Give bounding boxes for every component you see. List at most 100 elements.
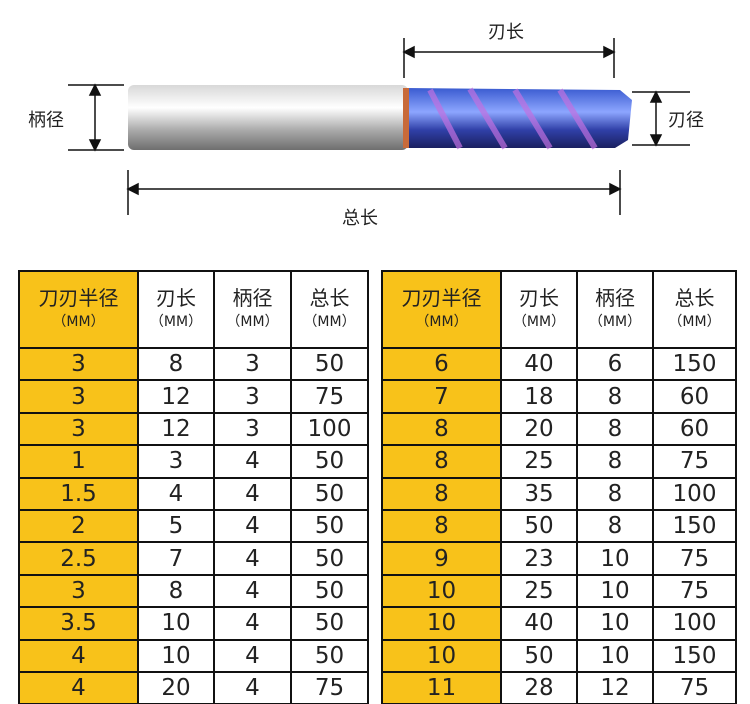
cell: 3 [18,346,139,382]
cell: 50 [290,573,369,609]
header-cell: 总长 （MM） [290,270,369,349]
cell: 1.5 [18,476,139,511]
cell: 8 [381,508,502,544]
cell: 7 [381,379,502,414]
cell: 20 [500,411,578,447]
cell: 10 [576,606,654,641]
data-row: 2.5 7 4 50 [18,541,369,576]
data-row: 3 12 3 75 [18,379,369,414]
header-cell: 刀刃半径 （MM） [381,270,502,349]
cell: 9 [381,541,502,576]
cell: 75 [652,573,737,609]
cell: 60 [652,411,737,447]
header-row: 刀刃半径 （MM） 刃长 （MM） 柄径 （MM） 总长 （MM） [18,270,369,349]
cell: 8 [576,444,654,479]
tool [128,85,632,150]
header-row: 刀刃半径 （MM） 刃长 （MM） 柄径 （MM） 总长 （MM） [381,270,737,349]
cell: 75 [652,444,737,479]
data-row: 11 28 12 75 [381,670,737,704]
header-name: 刃长 [519,285,559,310]
cell: 4 [213,573,292,609]
cell: 50 [290,476,369,511]
cell: 3 [18,411,139,447]
cell: 50 [290,346,369,382]
cell: 10 [576,573,654,609]
cell: 3 [213,379,292,414]
header-unit: （MM） [52,313,105,330]
header-unit: （MM） [512,313,566,330]
header-name: 柄径 [595,285,635,310]
data-row: 3 8 3 50 [18,346,369,382]
header-cell: 总长 （MM） [652,270,737,349]
cell: 2.5 [18,541,139,576]
cell: 4 [18,670,139,704]
header-cell: 刀刃半径 （MM） [18,270,139,349]
cell: 20 [137,670,215,704]
cell: 35 [500,476,578,511]
header-cell: 柄径 （MM） [576,270,654,349]
cell: 100 [290,411,369,447]
cell: 10 [381,573,502,609]
cell: 60 [652,379,737,414]
cell: 5 [137,508,215,544]
cell: 3 [213,346,292,382]
cell: 8 [137,346,215,382]
cell: 10 [137,638,215,673]
cell: 4 [213,476,292,511]
data-row: 8 25 8 75 [381,444,737,479]
cutting-length-label: 刃长 [488,22,524,43]
cell: 8 [576,411,654,447]
data-row: 10 40 10 100 [381,606,737,641]
header-cell: 柄径 （MM） [213,270,292,349]
cell: 2 [18,508,139,544]
cell: 23 [500,541,578,576]
cell: 11 [381,670,502,704]
cell: 4 [213,541,292,576]
cell: 7 [137,541,215,576]
header-name: 总长 [309,285,350,310]
cell: 40 [500,346,578,382]
cell: 12 [137,411,215,447]
header-name: 柄径 [232,285,273,310]
cell: 150 [652,508,737,544]
data-row: 6 40 6 150 [381,346,737,382]
cell: 8 [576,508,654,544]
cell: 150 [652,638,737,673]
cell: 10 [576,541,654,576]
spec-table: 刀刃半径 （MM） 刃长 （MM） 柄径 （MM） 总长 （MM） 6 40 6 150 7 18 8 60 8… [381,270,737,704]
cell: 25 [500,573,578,609]
data-row: 3.5 10 4 50 [18,606,369,641]
cell: 4 [213,638,292,673]
cell: 4 [213,670,292,704]
cell: 3 [213,411,292,447]
cell: 150 [652,346,737,382]
header-unit: （MM） [226,313,279,330]
cell: 50 [290,508,369,544]
shank-diameter-label: 柄径 [28,110,64,131]
cell: 3 [18,573,139,609]
cell: 50 [290,541,369,576]
cell: 50 [500,638,578,673]
cell: 8 [381,411,502,447]
cell: 8 [576,379,654,414]
cell: 4 [213,606,292,641]
cell: 50 [500,508,578,544]
cell: 10 [381,638,502,673]
cell: 100 [652,476,737,511]
cell: 50 [290,638,369,673]
header-cell: 刃长 （MM） [500,270,578,349]
data-row: 3 12 3 100 [18,411,369,447]
header-cell: 刃长 （MM） [137,270,215,349]
header-unit: （MM） [149,313,203,330]
header-unit: （MM） [668,313,721,330]
cell: 6 [381,346,502,382]
cell: 75 [652,670,737,704]
cell: 18 [500,379,578,414]
cell: 8 [137,573,215,609]
dimension-lines [68,38,690,215]
cell: 6 [576,346,654,382]
data-row: 3 8 4 50 [18,573,369,609]
cell: 12 [137,379,215,414]
cell: 10 [137,606,215,641]
tool-diagram [68,38,690,215]
